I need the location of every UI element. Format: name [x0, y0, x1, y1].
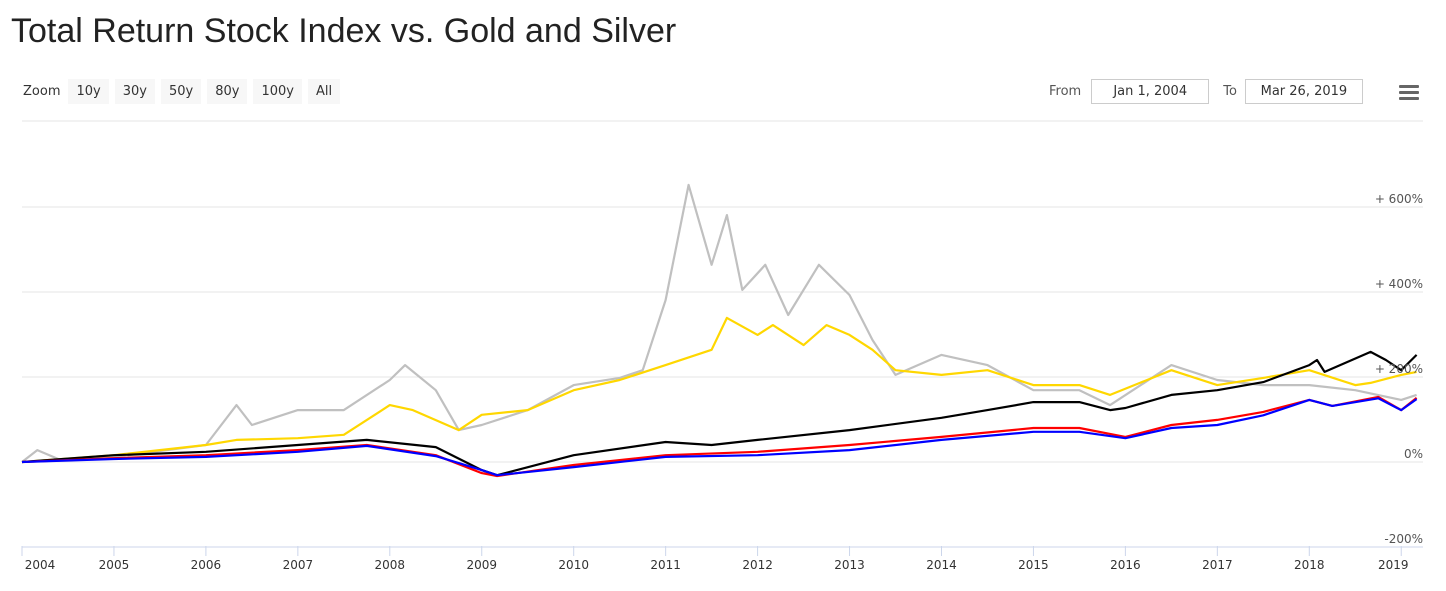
x-tick-label: 2018	[1294, 558, 1325, 572]
y-tick-label: + 200%	[1375, 362, 1423, 376]
x-tick-label: 2004	[25, 558, 56, 572]
series-line-2	[21, 350, 1418, 477]
x-tick-label: 2014	[926, 558, 957, 572]
zoom-bar: Zoom 10y 30y 50y 80y 100y All	[23, 79, 346, 104]
series-line-0	[21, 183, 1417, 463]
x-tick-label: 2009	[466, 558, 497, 572]
x-tick-label: 2012	[742, 558, 773, 572]
x-tick-label: 2019	[1378, 558, 1409, 572]
x-tick-label: 2015	[1018, 558, 1049, 572]
hamburger-menu-icon[interactable]	[1399, 85, 1419, 103]
x-tick-label: 2010	[558, 558, 589, 572]
y-tick-label: + 600%	[1375, 192, 1423, 206]
date-range: From Jan 1, 2004 To Mar 26, 2019	[1049, 79, 1377, 104]
zoom-80y-button[interactable]: 80y	[207, 79, 248, 104]
x-tick-label: 2016	[1110, 558, 1141, 572]
series-line-4	[21, 397, 1418, 477]
zoom-all-button[interactable]: All	[308, 79, 341, 104]
from-date-input[interactable]: Jan 1, 2004	[1091, 79, 1210, 104]
to-label: To	[1223, 84, 1237, 99]
zoom-50y-button[interactable]: 50y	[160, 79, 202, 104]
x-tick-label: 2008	[375, 558, 406, 572]
zoom-10y-button[interactable]: 10y	[68, 79, 109, 104]
y-tick-label: -200%	[1384, 532, 1423, 546]
from-label: From	[1049, 84, 1082, 99]
series-line-1	[21, 316, 1417, 464]
zoom-100y-button[interactable]: 100y	[253, 79, 302, 104]
y-tick-label: 0%	[1404, 447, 1423, 461]
to-date-input[interactable]: Mar 26, 2019	[1244, 79, 1363, 104]
chart-title: Total Return Stock Index vs. Gold and Si…	[11, 12, 677, 50]
x-tick-label: 2013	[834, 558, 865, 572]
x-tick-label: 2005	[99, 558, 130, 572]
x-tick-label: 2006	[191, 558, 222, 572]
zoom-label: Zoom	[23, 84, 61, 99]
x-tick-label: 2017	[1202, 558, 1233, 572]
y-tick-label: + 400%	[1375, 277, 1423, 291]
x-tick-label: 2011	[650, 558, 681, 572]
x-tick-label: 2007	[283, 558, 314, 572]
zoom-30y-button[interactable]: 30y	[114, 79, 155, 104]
series-line-3	[21, 395, 1418, 478]
